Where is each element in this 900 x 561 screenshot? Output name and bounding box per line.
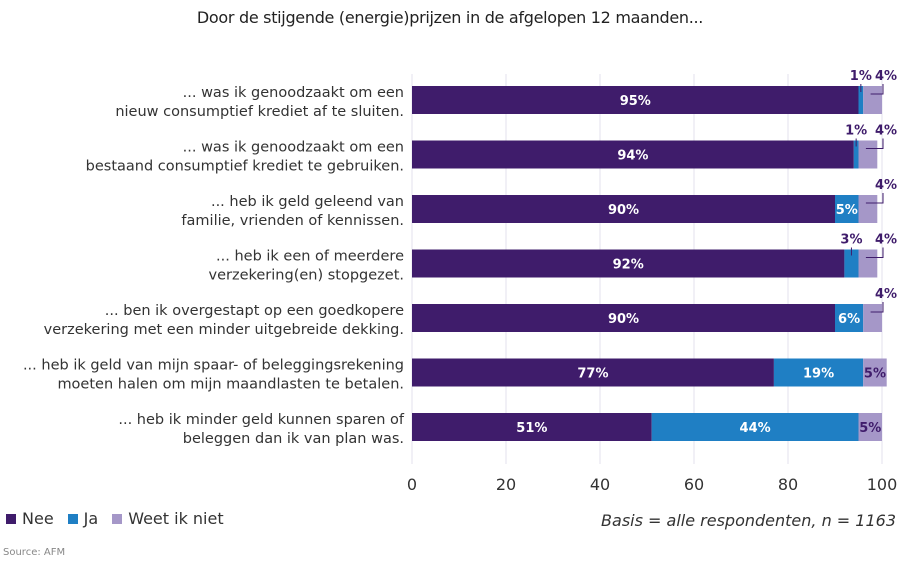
bar-segment-weet-ik-niet [858,413,882,441]
category-label: familie, vrienden of kennissen. [181,213,404,229]
category-label: ... was ik genoodzaakt om een [183,140,404,156]
bar-segment-weet-ik-niet [863,304,882,332]
bar-segment-weet-ik-niet [858,140,878,169]
legend-item-weet-ik-niet: Weet ik niet [112,509,224,528]
category-label: ... heb ik geld geleend van [211,194,404,210]
category-label: ... heb ik geld van mijn spaar- of beleg… [23,358,404,374]
bar-value-label: 4% [875,124,897,139]
bar-segment-weet-ik-niet [863,86,882,114]
bar-value-label: 95% [620,94,651,109]
bar-segment-nee [412,86,859,114]
legend: Nee Ja Weet ik niet [6,509,224,528]
bar-segment-nee [412,195,835,223]
category-label: ... heb ik een of meerdere [216,249,404,265]
leader-line [870,302,884,313]
bar-value-label: 4% [875,287,897,302]
legend-label-ja: Ja [83,509,99,528]
bar-value-label: 94% [617,149,648,164]
bar-segment-weet-ik-niet [858,249,878,278]
bar-segment-nee [412,140,854,169]
bar-segment-ja [858,86,864,114]
category-label: verzekering met een minder uitgebreide d… [44,322,404,338]
bar-segment-nee [412,304,835,332]
category-label: ... was ik genoodzaakt om een [183,85,404,101]
leader-line [865,193,884,204]
bar-value-label: 4% [875,69,897,84]
bar-segment-ja [773,358,864,387]
bar-value-label: 90% [608,203,639,218]
x-tick-label: 20 [496,475,516,494]
legend-swatch-weet-ik-niet [112,513,123,524]
category-label: nieuw consumptief krediet af te sluiten. [115,104,404,120]
bar-value-label: 77% [577,367,608,382]
category-labels: ... was ik genoodzaakt om een nieuw consu… [23,85,405,447]
bar-value-label: 1% [850,69,872,84]
x-tick-label: 40 [590,475,610,494]
stacked-bar-chart: 95%1% 4%94%1% 4%90% 5%4%92%3% 4%90% 6%4%77% 19… [23,69,897,494]
bar-segment-nee [412,358,774,387]
legend-swatch-nee [6,513,16,524]
x-tick-label: 100 [867,475,898,494]
legend-item-nee: Nee [6,509,54,528]
bar-value-label: 3% [840,233,862,248]
bar-segment-ja [853,140,859,169]
leader-line [870,84,884,95]
bar-segment-ja [835,304,864,332]
basis-note: Basis = alle respondenten, n = 1163 [601,511,896,530]
bar-value-label: 5% [836,203,858,218]
leader-line [865,247,884,258]
bar-value-label: 90% [608,312,639,327]
bar-segment-weet-ik-niet [858,195,878,223]
x-tick-label: 0 [407,475,417,494]
bar-value-label: 92% [613,258,644,273]
bar-value-label: 1% [845,124,867,139]
x-tick-label: 80 [778,475,798,494]
bars: 95%1% 4%94%1% 4%90% 5%4%92%3% 4%90% 6%4%77% 19… [412,69,897,441]
bar-segment-ja [844,249,859,278]
category-label: ... ben ik overgestapt op een goedkopere [105,303,404,319]
category-label: verzekering(en) stopgezet. [209,268,404,284]
bar-value-label: 19% [803,367,834,382]
legend-label-nee: Nee [22,509,54,528]
chart-title: Door de stijgende (energie)prijzen in de… [196,8,704,27]
category-label: beleggen dan ik van plan was. [183,431,404,447]
bar-value-label: 51% [516,421,547,436]
category-label: bestaand consumptief krediet te gebruike… [86,159,404,175]
x-tick-label: 60 [684,475,704,494]
legend-item-ja: Ja [67,509,99,528]
x-axis-ticks: 0 20 40 60 80 100 [407,475,897,494]
source-note: Source: AFM [3,547,66,558]
bar-value-label: 6% [838,312,860,327]
legend-swatch-ja [67,513,78,524]
bar-segment-ja [651,413,859,441]
bar-segment-weet-ik-niet [863,358,887,387]
category-label: moeten halen om mijn maandlasten te beta… [57,377,404,393]
legend-label-weet-ik-niet: Weet ik niet [128,509,224,528]
bar-value-label: 4% [875,233,897,248]
bar-value-label: 44% [740,421,771,436]
bar-segment-ja [835,195,859,223]
category-label: ... heb ik minder geld kunnen sparen of [118,412,405,428]
leader-line [865,138,884,149]
bar-segment-nee [412,413,652,441]
bar-value-label: 5% [864,367,886,382]
bar-value-label: 5% [859,421,881,436]
bar-value-label: 4% [875,178,897,193]
bar-segment-nee [412,249,845,278]
